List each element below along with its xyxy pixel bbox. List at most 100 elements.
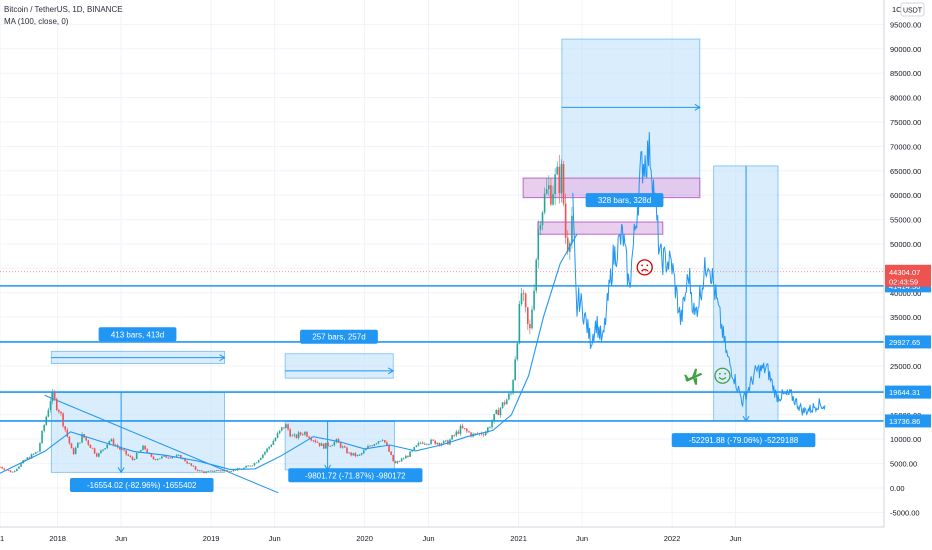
candle-body bbox=[30, 454, 33, 459]
candle-body bbox=[55, 398, 58, 410]
currency-box bbox=[900, 2, 925, 17]
candle-body bbox=[304, 431, 306, 435]
candle-body bbox=[438, 442, 441, 446]
candle-body bbox=[432, 439, 434, 441]
candle-body bbox=[556, 166, 559, 175]
candle-body bbox=[79, 442, 81, 444]
candle-body bbox=[249, 465, 252, 467]
candle-body bbox=[3, 468, 6, 470]
candle-body bbox=[13, 470, 16, 472]
bars-label-bg bbox=[98, 327, 177, 342]
candle-body bbox=[512, 380, 514, 394]
candle-body bbox=[537, 229, 540, 260]
candle-body bbox=[301, 434, 304, 436]
smiley-face-icon bbox=[714, 367, 731, 384]
date-range-arrowhead bbox=[387, 367, 395, 375]
candle-body bbox=[37, 451, 39, 453]
candle-body bbox=[529, 324, 531, 329]
candle-body bbox=[337, 439, 340, 443]
candle-body bbox=[402, 458, 405, 460]
candle-body bbox=[171, 457, 174, 459]
candle-body bbox=[289, 429, 291, 437]
candle-body bbox=[167, 457, 170, 459]
indicator-label[interactable]: MA (100, close, 0) bbox=[4, 17, 69, 26]
last-price-tag: 44304.07 bbox=[889, 268, 920, 277]
candle-body bbox=[453, 435, 455, 437]
candle-body bbox=[339, 442, 342, 448]
candle-body bbox=[333, 442, 336, 446]
smiley-face-mouth bbox=[718, 376, 727, 380]
candle-body bbox=[278, 430, 281, 434]
candle-body bbox=[7, 469, 10, 471]
candle-body bbox=[188, 463, 191, 465]
candle-body bbox=[497, 409, 500, 416]
level-price-tag-bg bbox=[885, 385, 931, 399]
candle-body bbox=[285, 424, 287, 428]
candle-body bbox=[489, 427, 491, 429]
candle-body bbox=[270, 444, 273, 447]
candle-body bbox=[499, 407, 502, 416]
sad-face-mouth bbox=[641, 269, 649, 272]
candle-body bbox=[514, 359, 516, 381]
x-axis[interactable]: 21 2018 Jun 2019 Jun 2020 Jun 2021 Jun 2022 Jun bbox=[0, 526, 932, 550]
candle-body bbox=[257, 460, 260, 463]
candle-body bbox=[539, 225, 542, 230]
series-layer bbox=[0, 131, 826, 474]
candle-body bbox=[518, 304, 521, 344]
date-range-arrowhead bbox=[694, 103, 701, 111]
candle-body bbox=[175, 455, 178, 457]
candle-body bbox=[108, 441, 111, 445]
candle-body bbox=[535, 259, 538, 291]
y-tick-label: 70000.00 bbox=[890, 142, 921, 151]
candle-body bbox=[381, 440, 384, 441]
candle-body bbox=[558, 166, 561, 194]
candle-body bbox=[384, 440, 386, 443]
candle-body bbox=[110, 439, 113, 442]
candle-body bbox=[522, 293, 525, 295]
smiley-face-eye bbox=[719, 372, 721, 375]
candle-body bbox=[287, 424, 289, 430]
resistance-zone bbox=[537, 221, 664, 235]
y-tick-label: 0.00 bbox=[890, 484, 905, 493]
symbol-title[interactable]: Bitcoin / TetherUS, 1D, BINANCE bbox=[4, 5, 123, 14]
drop-label-bg bbox=[69, 478, 214, 493]
candle-body bbox=[230, 471, 233, 472]
candle-body bbox=[184, 458, 186, 462]
candle-body bbox=[32, 453, 35, 455]
y-tick-label: 95000.00 bbox=[890, 20, 921, 29]
candle-body bbox=[295, 434, 298, 438]
candle-body bbox=[484, 432, 487, 436]
x-tick-label: 2021 bbox=[510, 534, 527, 543]
candle-body bbox=[98, 453, 100, 457]
candle-body bbox=[550, 185, 552, 205]
candle-body bbox=[123, 449, 125, 451]
candle-body bbox=[74, 447, 77, 455]
candle-body bbox=[461, 425, 464, 429]
candle-body bbox=[297, 432, 300, 438]
candle-body bbox=[369, 445, 371, 447]
candle-body bbox=[1, 467, 3, 469]
last-price-tag-bg bbox=[885, 264, 931, 287]
candle-body bbox=[180, 454, 182, 459]
candle-body bbox=[426, 443, 428, 445]
candle-body bbox=[533, 290, 535, 310]
candle-body bbox=[493, 414, 495, 422]
candle-body bbox=[398, 461, 401, 463]
candle-body bbox=[419, 442, 422, 444]
candle-body bbox=[352, 453, 355, 456]
drop-label: -52291.88 (-79.06%) -5229188 bbox=[689, 436, 799, 445]
candle-body bbox=[232, 469, 235, 472]
y-tick-label: 25000.00 bbox=[890, 362, 921, 371]
level-price-tag: 19644.31 bbox=[889, 388, 920, 397]
candle-body bbox=[62, 413, 64, 427]
candle-body bbox=[253, 463, 256, 466]
x-tick-label: 21 bbox=[0, 534, 4, 543]
candle-body bbox=[543, 193, 546, 213]
candle-body bbox=[165, 455, 167, 458]
candle-body bbox=[491, 421, 493, 428]
y-axis[interactable]: -5000.000.005000.0010000.0015000.0020000… bbox=[883, 0, 932, 550]
candle-body bbox=[510, 393, 512, 395]
candle-body bbox=[291, 435, 294, 437]
candle-body bbox=[18, 466, 20, 469]
